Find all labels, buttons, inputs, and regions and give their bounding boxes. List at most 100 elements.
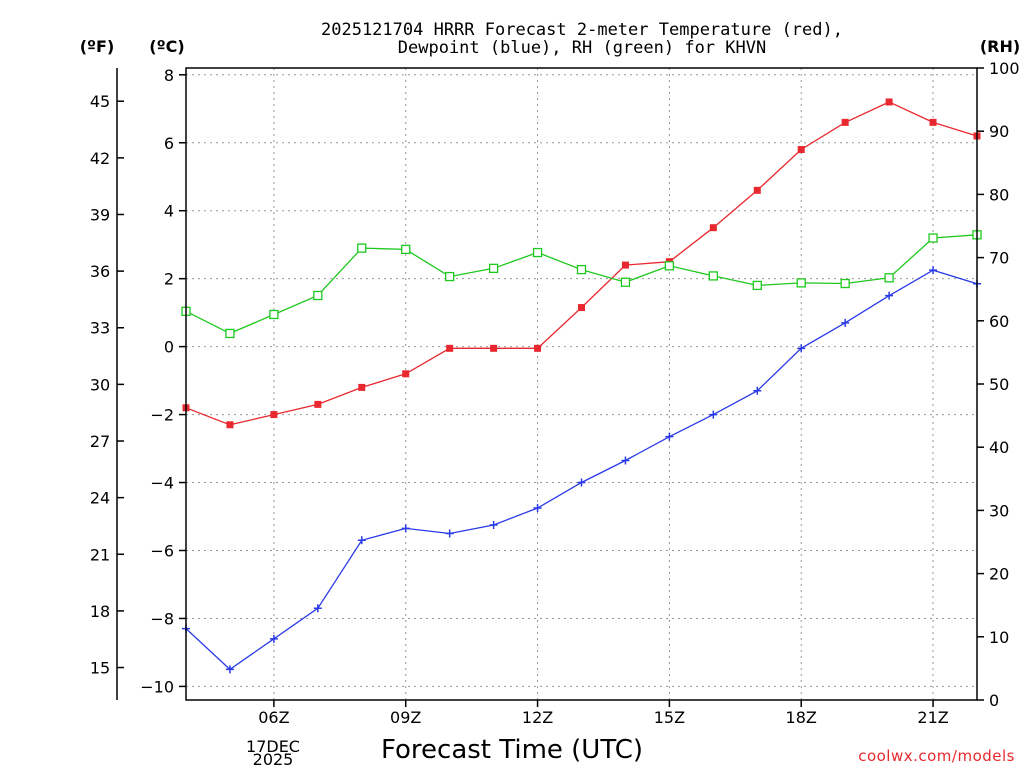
x-tick-label: 15Z xyxy=(654,708,685,727)
dewpoint-point xyxy=(885,291,894,300)
dewpoint-point xyxy=(489,521,498,530)
temperature-point xyxy=(270,411,278,419)
rh-point xyxy=(796,278,806,288)
celsius-unit-label: (ºC) xyxy=(149,37,184,56)
plot-frame xyxy=(185,67,978,701)
x-axis-title: Forecast Time (UTC) xyxy=(381,735,643,765)
temperature-point xyxy=(885,98,893,106)
rh-point xyxy=(620,277,631,287)
rh-point xyxy=(269,309,279,320)
celsius-tick-label: −6 xyxy=(150,541,174,560)
temperature-point xyxy=(621,261,629,269)
rh-line xyxy=(185,234,978,335)
x-tick-label: 18Z xyxy=(786,708,817,727)
dewpoint-point xyxy=(313,604,322,613)
rh-tick-label: 80 xyxy=(989,185,1009,204)
dewpoint-point xyxy=(357,536,366,545)
dewpoint-point xyxy=(577,478,586,487)
rh-point xyxy=(313,290,323,301)
temperature-point xyxy=(490,344,498,352)
rh-tick-label: 90 xyxy=(989,122,1009,141)
x-tick-label: 09Z xyxy=(390,708,421,727)
temperature-point xyxy=(753,186,761,194)
chart-title-line1: 2025121704 HRRR Forecast 2-meter Tempera… xyxy=(321,20,843,40)
rh-unit-label: (RH) xyxy=(980,37,1020,56)
temperature-point xyxy=(709,224,717,232)
temperature-point xyxy=(534,344,542,352)
celsius-tick-label: −2 xyxy=(150,406,174,425)
rh-point xyxy=(225,328,235,339)
temperature-point xyxy=(797,146,805,154)
rh-tick-label: 20 xyxy=(989,565,1009,584)
celsius-tick-label: −4 xyxy=(150,474,174,493)
rh-point xyxy=(445,271,455,282)
gridlines xyxy=(186,68,977,700)
date-line1: 17DEC xyxy=(246,737,300,756)
fahrenheit-tick-label: 30 xyxy=(90,375,110,394)
celsius-tick-label: 4 xyxy=(164,202,174,221)
date-line2: 2025 xyxy=(253,750,294,768)
celsius-tick-label: 0 xyxy=(164,338,174,357)
dewpoint-point xyxy=(797,344,806,353)
fahrenheit-tick-label: 42 xyxy=(90,149,110,168)
celsius-tick-label: −8 xyxy=(150,609,174,628)
celsius-tick-label: 6 xyxy=(164,134,174,153)
rh-tick-label: 70 xyxy=(989,249,1009,268)
rh-point xyxy=(928,233,938,243)
dewpoint-point xyxy=(533,504,542,513)
temperature-point xyxy=(929,118,937,126)
rh-tick-label: 100 xyxy=(989,59,1020,78)
rh-tick-label: 50 xyxy=(989,375,1009,394)
dewpoint-line xyxy=(185,269,978,671)
rh-point xyxy=(532,247,543,258)
fahrenheit-tick-label: 39 xyxy=(90,205,110,224)
temperature-point xyxy=(402,370,410,378)
celsius-tick-label: 2 xyxy=(164,270,174,289)
rh-point xyxy=(357,243,367,253)
rh-point xyxy=(576,264,587,275)
fahrenheit-tick-label: 33 xyxy=(90,319,110,338)
fahrenheit-tick-label: 18 xyxy=(90,602,110,621)
rh-point xyxy=(708,271,718,281)
x-tick-label: 06Z xyxy=(258,708,289,727)
rh-tick-label: 0 xyxy=(989,691,999,710)
chart-title-line2: Dewpoint (blue), RH (green) for KHVN xyxy=(398,38,766,58)
x-tick-label: 21Z xyxy=(917,708,948,727)
dewpoint-point xyxy=(841,318,850,327)
fahrenheit-unit-label: (ºF) xyxy=(80,37,115,56)
dewpoint-point xyxy=(269,634,278,643)
celsius-tick-label: −10 xyxy=(140,677,174,696)
fahrenheit-tick-label: 24 xyxy=(90,489,110,508)
fahrenheit-tick-label: 27 xyxy=(90,432,110,451)
temperature-point xyxy=(841,118,849,126)
temperature-point xyxy=(446,344,454,352)
fahrenheit-tick-label: 21 xyxy=(90,545,110,564)
data-series xyxy=(181,98,982,674)
celsius-tick-label: 8 xyxy=(164,66,174,85)
dewpoint-point xyxy=(665,432,674,441)
dewpoint-point xyxy=(929,266,938,275)
dewpoint-point xyxy=(753,386,762,395)
dewpoint-point xyxy=(225,665,234,674)
temperature-point xyxy=(226,421,234,429)
rh-point xyxy=(752,280,762,291)
temperature-point xyxy=(314,400,322,408)
x-tick-label: 12Z xyxy=(522,708,553,727)
temperature-line xyxy=(185,101,978,426)
rh-point xyxy=(488,263,499,273)
rh-tick-label: 60 xyxy=(989,312,1009,331)
dewpoint-point xyxy=(401,524,410,533)
source-credit: coolwx.com/models xyxy=(858,747,1015,765)
rh-point xyxy=(884,273,894,283)
dewpoint-point xyxy=(621,456,630,465)
fahrenheit-tick-label: 15 xyxy=(90,659,110,678)
dewpoint-point xyxy=(445,529,454,538)
fahrenheit-tick-label: 36 xyxy=(90,262,110,281)
fahrenheit-tick-label: 45 xyxy=(90,92,110,111)
temperature-point xyxy=(358,383,366,391)
dewpoint-point xyxy=(709,410,718,419)
temperature-point xyxy=(578,304,585,312)
rh-tick-label: 30 xyxy=(989,501,1009,520)
rh-tick-label: 10 xyxy=(989,628,1009,647)
